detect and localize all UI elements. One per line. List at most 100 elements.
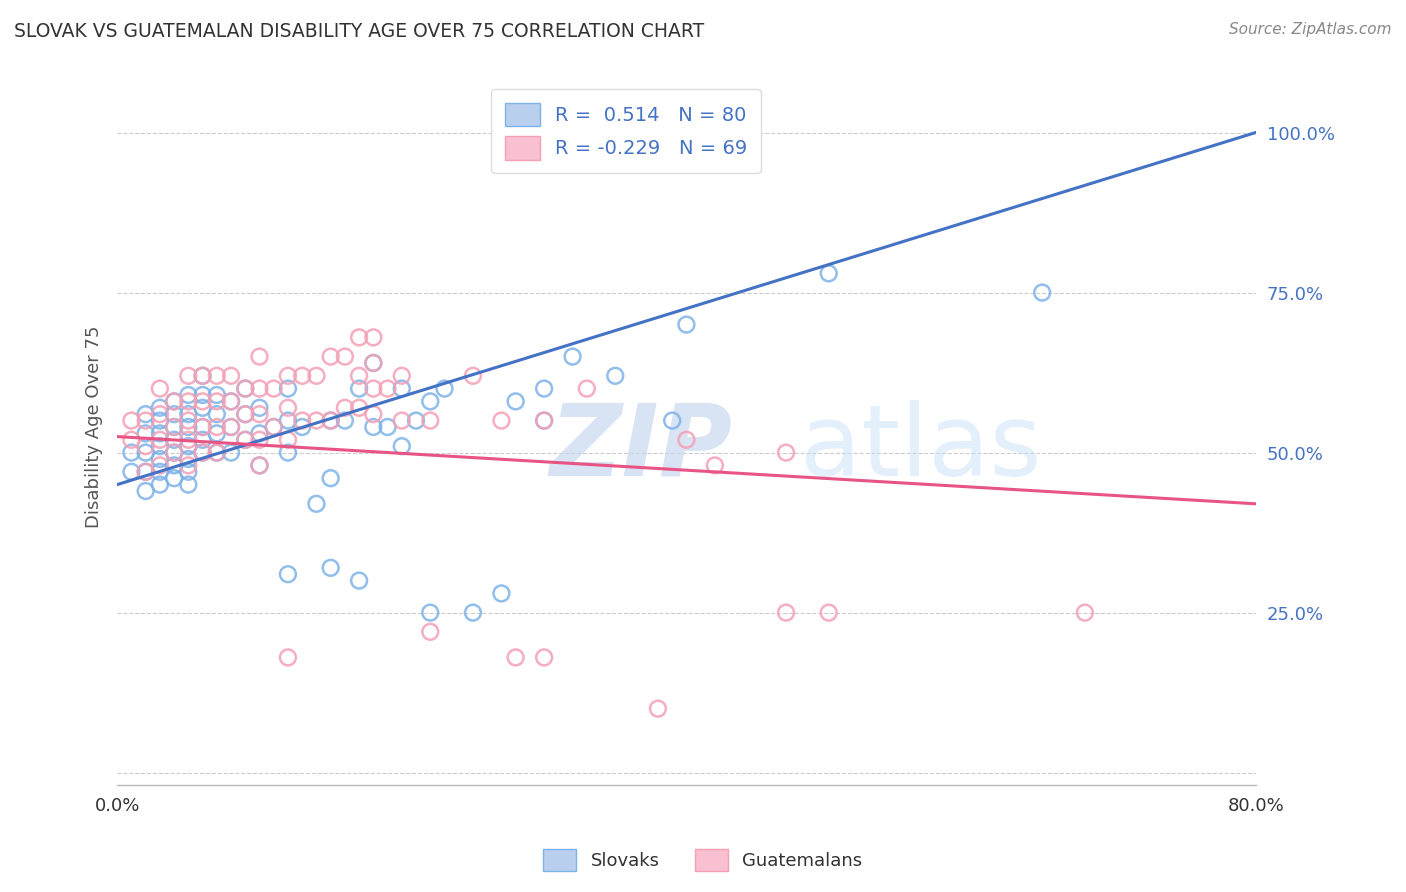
Point — [219, 420, 242, 434]
Point — [263, 382, 285, 396]
Point — [149, 452, 172, 467]
Point — [405, 414, 427, 428]
Point — [391, 414, 413, 428]
Point — [533, 650, 555, 665]
Point — [120, 414, 142, 428]
Point — [191, 368, 214, 383]
Point — [177, 394, 200, 409]
Point — [177, 407, 200, 421]
Point — [319, 414, 342, 428]
Point — [205, 368, 228, 383]
Point — [319, 350, 342, 364]
Point — [191, 420, 214, 434]
Point — [363, 420, 385, 434]
Text: Source: ZipAtlas.com: Source: ZipAtlas.com — [1229, 22, 1392, 37]
Point — [277, 382, 299, 396]
Point — [163, 420, 186, 434]
Point — [461, 368, 484, 383]
Text: SLOVAK VS GUATEMALAN DISABILITY AGE OVER 75 CORRELATION CHART: SLOVAK VS GUATEMALAN DISABILITY AGE OVER… — [14, 22, 704, 41]
Point — [163, 445, 186, 459]
Point — [347, 401, 370, 415]
Point — [233, 407, 256, 421]
Point — [163, 445, 186, 459]
Point — [177, 368, 200, 383]
Point — [561, 350, 583, 364]
Legend: R =  0.514   N = 80, R = -0.229   N = 69: R = 0.514 N = 80, R = -0.229 N = 69 — [491, 89, 761, 173]
Point — [363, 356, 385, 370]
Point — [461, 606, 484, 620]
Point — [233, 433, 256, 447]
Point — [505, 394, 527, 409]
Point — [363, 382, 385, 396]
Point — [163, 420, 186, 434]
Point — [277, 445, 299, 459]
Point — [163, 394, 186, 409]
Point — [233, 382, 256, 396]
Point — [333, 414, 356, 428]
Point — [205, 388, 228, 402]
Point — [233, 433, 256, 447]
Point — [135, 414, 157, 428]
Point — [149, 465, 172, 479]
Point — [163, 471, 186, 485]
Point — [491, 414, 513, 428]
Text: ZIP: ZIP — [550, 400, 733, 497]
Point — [191, 388, 214, 402]
Point — [333, 350, 356, 364]
Point — [249, 426, 271, 441]
Point — [177, 452, 200, 467]
Point — [177, 477, 200, 491]
Point — [675, 318, 697, 332]
Point — [305, 368, 328, 383]
Point — [191, 433, 214, 447]
Point — [1074, 606, 1097, 620]
Point — [533, 414, 555, 428]
Point — [135, 426, 157, 441]
Point — [135, 483, 157, 498]
Point — [277, 650, 299, 665]
Y-axis label: Disability Age Over 75: Disability Age Over 75 — [86, 326, 103, 528]
Point — [277, 368, 299, 383]
Point — [149, 433, 172, 447]
Point — [135, 407, 157, 421]
Point — [277, 401, 299, 415]
Point — [419, 624, 441, 639]
Point — [347, 330, 370, 344]
Point — [347, 574, 370, 588]
Point — [363, 330, 385, 344]
Point — [647, 701, 669, 715]
Point — [120, 445, 142, 459]
Point — [205, 394, 228, 409]
Point — [775, 445, 797, 459]
Point — [205, 420, 228, 434]
Point — [177, 433, 200, 447]
Point — [219, 394, 242, 409]
Point — [419, 394, 441, 409]
Point — [219, 368, 242, 383]
Point — [149, 439, 172, 453]
Point — [817, 266, 839, 280]
Point — [219, 420, 242, 434]
Point — [703, 458, 725, 473]
Point — [205, 407, 228, 421]
Legend: Slovaks, Guatemalans: Slovaks, Guatemalans — [536, 842, 870, 879]
Point — [319, 471, 342, 485]
Point — [575, 382, 598, 396]
Point — [120, 465, 142, 479]
Point — [233, 382, 256, 396]
Point — [163, 407, 186, 421]
Point — [205, 445, 228, 459]
Point — [135, 465, 157, 479]
Point — [391, 382, 413, 396]
Point — [191, 394, 214, 409]
Point — [277, 567, 299, 582]
Point — [149, 426, 172, 441]
Point — [333, 401, 356, 415]
Point — [391, 439, 413, 453]
Point — [377, 382, 399, 396]
Point — [305, 414, 328, 428]
Point — [249, 407, 271, 421]
Point — [149, 407, 172, 421]
Point — [505, 650, 527, 665]
Point — [319, 561, 342, 575]
